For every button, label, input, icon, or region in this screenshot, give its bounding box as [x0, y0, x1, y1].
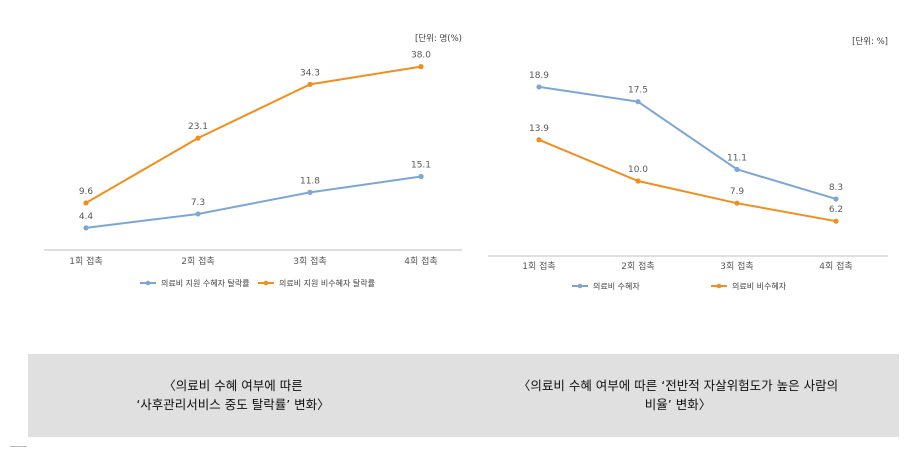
chart2-data-point: [536, 84, 542, 90]
chart1-x-tick-label: 1회 접촉: [69, 255, 102, 267]
chart1-data-label: 11.8: [300, 176, 320, 186]
chart1-x-tick-label: 2회 접촉: [181, 255, 214, 267]
chart1-data-point: [307, 81, 313, 87]
chart2-data-point: [536, 137, 542, 143]
chart1-unit-label: [단위: 명(%): [415, 33, 462, 44]
chart2-data-label: 11.1: [727, 153, 747, 163]
chart2-series-line: [538, 85, 837, 200]
chart2-caption: 〈의료비 수혜 여부에 따른 ‘전반적 자살위험도가 높은 사람의 비율’ 변화…: [517, 378, 839, 412]
chart1-data-point: [83, 225, 89, 231]
chart1-data-point: [195, 135, 201, 141]
chart1-data-label: 23.1: [188, 122, 208, 132]
chart1-series-line: [85, 65, 422, 204]
caption-box: 〈의료비 수혜 여부에 따른 ‘사후관리서비스 중도 탈락률’ 변화〉 〈의료비…: [28, 354, 899, 437]
chart2-data-label: 7.9: [730, 187, 745, 197]
chart2-series-line: [538, 138, 837, 223]
chart2-x-tick-label: 2회 접촉: [621, 260, 654, 272]
chart1-legend-label: 의료비 지원 비수혜자 탈락률: [279, 278, 375, 288]
chart2-data-point: [734, 200, 740, 206]
chart2-x-tick-label: 3회 접촉: [720, 260, 753, 272]
chart2-data-point: [833, 196, 839, 202]
chart1-data-label: 15.1: [411, 161, 431, 171]
chart2-unit-label: [단위: %]: [852, 36, 888, 47]
chart2-data-label: 8.3: [829, 183, 843, 193]
chart2-data-point: [635, 178, 641, 184]
chart1-x-tick-label: 3회 접촉: [293, 255, 326, 267]
chart1-data-label: 9.6: [79, 187, 94, 197]
chart1-legend-marker: [145, 280, 151, 286]
chart1-data-label: 38.0: [411, 51, 431, 61]
chart2-x-tick-label: 1회 접촉: [522, 260, 555, 272]
chart1-data-point: [418, 64, 424, 70]
chart1-x-tick-label: 4회 접촉: [404, 255, 437, 267]
chart1-data-point: [83, 200, 89, 206]
chart2-legend-marker: [577, 283, 583, 289]
chart2-legend-marker: [716, 283, 722, 289]
chart2-data-label: 6.2: [829, 205, 843, 215]
chart2-data-label: 17.5: [628, 86, 648, 96]
chart1-legend-marker: [263, 280, 269, 286]
chart1-data-label: 34.3: [300, 68, 320, 78]
chart2-data-label: 10.0: [628, 165, 648, 175]
chart1-data-label: 7.3: [191, 198, 205, 208]
chart1-data-point: [418, 173, 424, 180]
chart1-caption: 〈의료비 수혜 여부에 따른 ‘사후관리서비스 중도 탈락률’ 변화〉: [136, 378, 330, 412]
chart2-legend-label: 의료비 수혜자: [593, 281, 640, 291]
chart1-data-point: [195, 211, 201, 217]
chart1-legend-label: 의료비 지원 수혜자 탈락률: [161, 278, 250, 288]
chart2-data-label: 18.9: [529, 71, 549, 81]
chart2-legend-label: 의료비 비수혜자: [732, 281, 787, 291]
chart2-data-point: [734, 166, 740, 172]
corner-mark: [10, 446, 27, 447]
chart1-data-label: 4.4: [79, 212, 94, 222]
chart2-data-label: 13.9: [529, 124, 549, 134]
chart2-data-point: [635, 99, 641, 105]
chart1-data-point: [307, 189, 313, 195]
chart1-series-line: [85, 175, 422, 229]
chart2-data-point: [833, 218, 839, 224]
chart2-x-tick-label: 4회 접촉: [819, 260, 852, 272]
